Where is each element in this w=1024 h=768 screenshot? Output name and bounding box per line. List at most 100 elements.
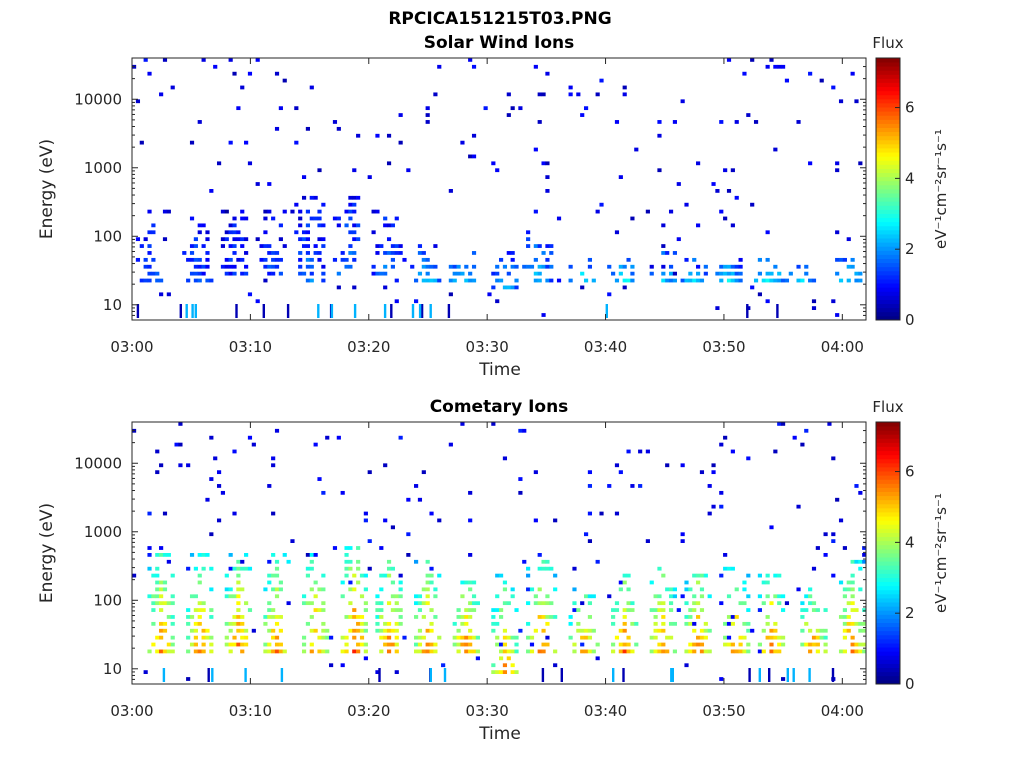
spectrogram-cell [224, 264, 229, 269]
spectrogram-cell [499, 615, 504, 619]
spectrogram-cell [363, 656, 368, 661]
spectrogram-cell [510, 663, 515, 668]
spectrogram-cell [846, 278, 851, 283]
spectrogram-cell [309, 587, 314, 592]
spectrogram-cell [344, 642, 349, 647]
spectrogram-cell [240, 271, 245, 276]
spectrogram-cell [321, 223, 326, 228]
spectrogram-cell [162, 649, 168, 654]
spectrogram-cell [379, 628, 384, 633]
spectrogram-cell [383, 304, 387, 318]
spectrogram-cell [692, 594, 697, 599]
spectrogram-cell [271, 271, 276, 276]
spectrogram-cell [730, 449, 735, 454]
spectrogram-cell [348, 230, 353, 235]
spectrogram-cell [649, 649, 654, 654]
spectrogram-cell [263, 244, 268, 248]
spectrogram-cell [618, 264, 623, 269]
spectrogram-cell [159, 463, 164, 468]
spectrogram-cell [838, 649, 844, 654]
spectrogram-cell [842, 587, 847, 592]
x-tick-label: 03:50 [702, 702, 745, 720]
colorbar-band [876, 311, 900, 317]
colorbar-band [876, 225, 900, 231]
spectrogram-cell [784, 78, 790, 83]
spectrogram-cell [649, 635, 654, 640]
spectrogram-cell [383, 251, 388, 255]
spectrogram-cell [189, 216, 195, 221]
spectrogram-cell [282, 649, 287, 654]
spectrogram-cell [448, 189, 453, 193]
spectrogram-cell [313, 442, 318, 447]
colorbar-band [876, 135, 900, 141]
spectrogram-cell [510, 594, 515, 599]
spectrogram-cell [611, 642, 616, 647]
colorbar-band [876, 458, 900, 464]
spectrogram-cell [290, 209, 295, 214]
spectrogram-cell [491, 608, 496, 612]
spectrogram-cell [274, 559, 280, 564]
spectrogram-cell [386, 566, 392, 571]
spectrogram-cell [344, 209, 349, 214]
colorbar-band [876, 557, 900, 562]
spectrogram-cell [379, 271, 384, 276]
spectrogram-cell [533, 601, 538, 606]
spectrogram-cell [414, 642, 419, 647]
spectrogram-cell [205, 497, 210, 502]
spectrogram-cell [773, 594, 778, 599]
spectrogram-cell [375, 244, 380, 248]
spectrogram-cell [298, 264, 303, 269]
spectrogram-cell [757, 649, 762, 654]
spectrogram-cell [383, 573, 388, 578]
spectrogram-cell [259, 244, 264, 248]
spectrogram-cell [433, 594, 438, 599]
colorbar-band [876, 152, 900, 157]
spectrogram-cell [773, 264, 778, 269]
spectrogram-cell [699, 649, 705, 654]
spectrogram-cell [541, 566, 546, 571]
spectrogram-cell [514, 285, 519, 290]
spectrogram-cell [193, 628, 198, 633]
spectrogram-cell [730, 271, 735, 276]
spectrogram-cell [688, 271, 693, 276]
spectrogram-cell [356, 559, 361, 564]
spectrogram-cell [680, 594, 685, 599]
spectrogram-cell [823, 553, 828, 557]
spectrogram-cell [135, 237, 141, 242]
spectrogram-cell [715, 271, 720, 276]
spectrogram-cell [835, 168, 840, 173]
spectrogram-cell [622, 278, 627, 283]
spectrogram-cell [421, 615, 426, 619]
spectrogram-cell [742, 601, 747, 606]
spectrogram-cell [533, 628, 538, 633]
spectrogram-cell [475, 635, 480, 640]
spectrogram-cell [533, 64, 538, 69]
spectrogram-cell [417, 271, 423, 276]
spectrogram-cell [688, 587, 693, 592]
spectrogram-cell [232, 230, 237, 235]
spectrogram-cell [394, 244, 399, 248]
spectrogram-cell [282, 553, 287, 557]
spectrogram-cell [827, 422, 832, 426]
spectrogram-cell [595, 656, 600, 661]
spectrogram-cell [769, 635, 774, 640]
spectrogram-cell [541, 628, 546, 633]
spectrogram-cell [247, 161, 253, 166]
spectrogram-cell [186, 257, 191, 262]
spectrogram-cell [379, 244, 384, 248]
spectrogram-cell [421, 257, 426, 262]
spectrogram-cell [421, 470, 426, 475]
colorbar-band [876, 307, 900, 313]
spectrogram-cell [305, 237, 310, 242]
spectrogram-cell [267, 559, 272, 564]
spectrogram-cell [232, 511, 237, 516]
spectrogram-cell [777, 573, 782, 578]
x-tick-label: 03:00 [110, 702, 153, 720]
spectrogram-cell [294, 106, 299, 111]
spectrogram-cell [846, 628, 851, 633]
colorbar-band [876, 544, 900, 550]
colorbar-band [876, 442, 900, 447]
y-tick-label: 10 [103, 296, 122, 314]
spectrogram-cell [665, 635, 670, 640]
